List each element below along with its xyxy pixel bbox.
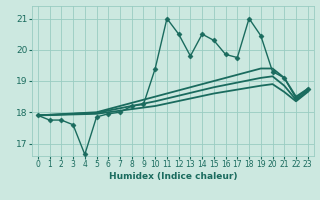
X-axis label: Humidex (Indice chaleur): Humidex (Indice chaleur)	[108, 172, 237, 181]
